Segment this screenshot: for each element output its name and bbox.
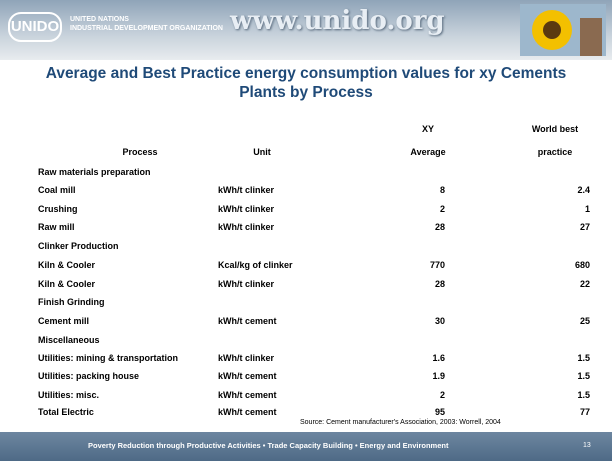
table-cell: Utilities: misc. (38, 390, 100, 400)
table-cell: 1.5 (577, 390, 590, 400)
table-cell: Crushing (38, 204, 78, 214)
logo: UNIDO (8, 12, 62, 42)
table-cell: kWh/t clinker (218, 353, 275, 363)
source: Source: Cement manufacturer's Associatio… (300, 419, 501, 426)
tagline: Poverty Reduction through Productive Act… (88, 441, 449, 450)
table-cell: Raw mill (38, 222, 75, 232)
table-cell: 2 (439, 390, 445, 400)
column-header: World best (531, 124, 579, 134)
table-cell: 22 (579, 279, 590, 289)
table-cell: Cement mill (38, 316, 90, 326)
table-cell: kWh/t cement (218, 316, 277, 326)
table-cell: 1.5 (577, 353, 590, 363)
table-cell: 680 (574, 260, 590, 270)
page-number: 13 (583, 442, 591, 449)
table-cell: 2 (439, 204, 445, 214)
table-cell: 28 (434, 222, 445, 232)
url: www.unido.org (230, 6, 445, 36)
table-cell: 1.6 (432, 353, 445, 363)
column-header: Average (410, 147, 446, 157)
section-label: Raw materials preparation (38, 167, 151, 177)
table-cell: Total Electric (38, 407, 94, 417)
column-header: Unit (253, 147, 271, 157)
table-cell: 27 (579, 222, 590, 232)
table-cell: 1.5 (577, 371, 590, 381)
org-line: UNITED NATIONS (70, 16, 129, 23)
header-band (0, 0, 612, 60)
table-cell: 1.9 (432, 371, 445, 381)
table-cell: 2.4 (577, 185, 590, 195)
column-header: Process (122, 147, 158, 157)
table-cell: Utilities: packing house (38, 371, 140, 381)
column-header: XY (421, 124, 434, 134)
table-cell: Kiln & Cooler (38, 260, 96, 270)
table-cell: kWh/t clinker (218, 279, 275, 289)
table-cell: kWh/t cement (218, 390, 277, 400)
table-cell: kWh/t clinker (218, 222, 275, 232)
section-label: Finish Grinding (38, 297, 105, 307)
column-header: practice (537, 147, 573, 157)
footer-band (0, 432, 612, 461)
section-label: Clinker Production (38, 241, 119, 251)
table-cell: Utilities: mining & transportation (38, 353, 179, 363)
table-cell: 25 (579, 316, 590, 326)
table-cell: 77 (579, 407, 590, 417)
title: Average and Best Practice energy consump… (45, 65, 567, 101)
section-label: Miscellaneous (38, 335, 100, 345)
table-cell: 1 (584, 204, 590, 214)
table-cell: 770 (429, 260, 445, 270)
table-cell: Kcal/kg of clinker (218, 260, 293, 270)
table-cell: kWh/t cement (218, 407, 277, 417)
table-cell: kWh/t clinker (218, 204, 275, 214)
org-line: INDUSTRIAL DEVELOPMENT ORGANIZATION (70, 25, 223, 32)
table-cell: kWh/t clinker (218, 185, 275, 195)
table-cell: Coal mill (38, 185, 76, 195)
table-cell: 28 (434, 279, 445, 289)
header-image (520, 4, 606, 56)
table-cell: 95 (434, 407, 445, 417)
table-cell: 30 (434, 316, 445, 326)
table-cell: Kiln & Cooler (38, 279, 96, 289)
table-cell: kWh/t cement (218, 371, 277, 381)
table-cell: 8 (439, 185, 445, 195)
